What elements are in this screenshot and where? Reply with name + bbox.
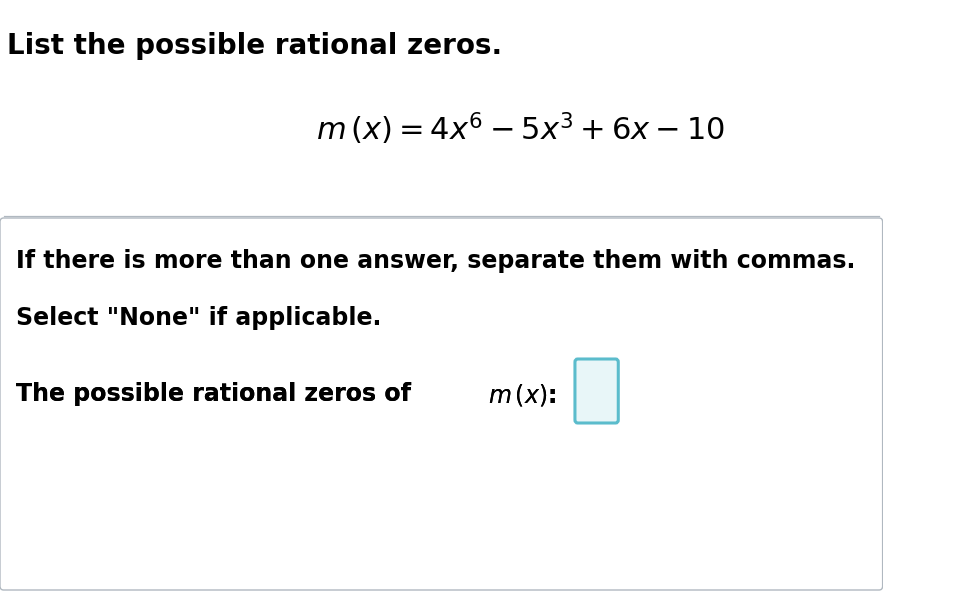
Text: $\mathit{m}\,\mathit{(x)}$:: $\mathit{m}\,\mathit{(x)}$:: [488, 382, 555, 408]
Text: The possible rational zeros of: The possible rational zeros of: [17, 382, 419, 406]
Text: $\mathit{m}\,\mathit{(x)} = 4\mathit{x}^6 - 5\mathit{x}^3 + 6\mathit{x} - 10$: $\mathit{m}\,\mathit{(x)} = 4\mathit{x}^…: [316, 111, 724, 147]
Text: If there is more than one answer, separate them with commas.: If there is more than one answer, separa…: [17, 249, 855, 273]
Text: $\mathit{m}\,\mathit{(x)}$:: $\mathit{m}\,\mathit{(x)}$:: [488, 382, 555, 408]
Text: Select "None" if applicable.: Select "None" if applicable.: [17, 306, 381, 330]
Text: List the possible rational zeros.: List the possible rational zeros.: [7, 32, 502, 60]
Text: The possible rational zeros of: The possible rational zeros of: [17, 382, 419, 406]
FancyBboxPatch shape: [0, 218, 881, 590]
FancyBboxPatch shape: [574, 359, 617, 423]
